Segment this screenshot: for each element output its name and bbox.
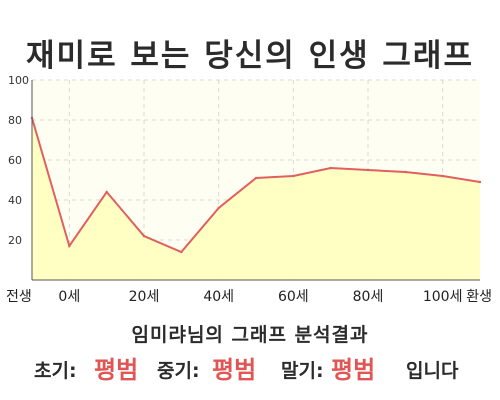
x-tick-labels: 전생 0세 20세 40세 60세 80세 100세 환생	[6, 289, 492, 305]
data-points	[30, 116, 482, 254]
data-point-5	[217, 206, 220, 210]
data-point-6	[254, 176, 258, 180]
analysis-caption: 임미랴님의 그래프 분석결과	[131, 324, 369, 346]
analysis-result: 초기: 평범 중기: 평범 말기: 평범 입니다	[0, 346, 500, 384]
data-point-3	[142, 234, 146, 238]
chart-area	[32, 118, 480, 280]
data-point-11	[441, 174, 444, 178]
x-tick-label: 100세	[423, 289, 463, 305]
x-tick-label: 40세	[203, 289, 234, 305]
middle-value: 평범	[212, 356, 257, 384]
x-tick-label: 60세	[278, 289, 309, 305]
y-tick-labels: 20 40 60 80 100	[8, 74, 29, 247]
page-title: 재미로 보는 당신의 인생 그래프	[26, 38, 474, 74]
early-value: 평범	[94, 356, 139, 384]
data-point-12	[478, 180, 482, 184]
x-tick-label: 전생	[6, 289, 32, 305]
data-point-4	[180, 250, 183, 254]
result-suffix: 입니다	[406, 360, 459, 382]
late-label: 말기:	[281, 360, 324, 382]
middle-label: 중기:	[157, 360, 200, 382]
data-point-1	[68, 244, 71, 248]
x-tick-label: 20세	[129, 289, 160, 305]
data-point-9	[366, 168, 370, 172]
data-point-10	[404, 170, 407, 174]
x-tick-label: 환생	[466, 289, 492, 305]
y-tick-label: 20	[8, 234, 22, 247]
early-label: 초기:	[34, 360, 77, 382]
data-point-7	[292, 174, 295, 178]
y-tick-label: 60	[8, 154, 22, 167]
y-tick-label: 40	[8, 194, 22, 207]
data-point-2	[105, 190, 108, 194]
y-tick-label: 100	[8, 74, 29, 87]
data-point-8	[329, 166, 332, 170]
x-tick-label: 80세	[353, 289, 384, 305]
late-value: 평범	[331, 356, 376, 384]
x-tick-label: 0세	[58, 289, 80, 305]
y-tick-label: 80	[8, 114, 22, 127]
